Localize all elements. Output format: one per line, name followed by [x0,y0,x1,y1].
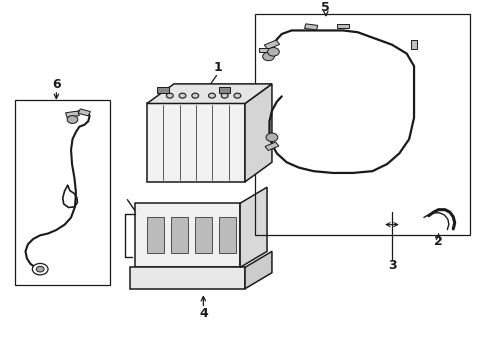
Polygon shape [147,84,272,103]
Polygon shape [195,217,212,253]
Polygon shape [66,111,79,117]
Circle shape [268,48,279,56]
Bar [255,14,470,235]
Polygon shape [265,142,279,150]
Circle shape [36,266,44,272]
Polygon shape [337,23,349,28]
Bar [15,100,110,285]
Text: 4: 4 [199,307,208,320]
Polygon shape [264,40,280,49]
Circle shape [192,93,199,98]
Polygon shape [240,187,267,267]
Polygon shape [411,40,417,49]
Circle shape [221,93,228,98]
Polygon shape [147,103,245,182]
Text: 5: 5 [321,1,330,14]
Text: 6: 6 [52,78,61,91]
Circle shape [32,264,48,275]
Polygon shape [135,203,240,267]
Polygon shape [259,48,270,52]
Polygon shape [219,217,236,253]
Polygon shape [78,109,91,116]
Circle shape [166,93,173,98]
Text: 1: 1 [214,60,222,74]
Text: 2: 2 [434,235,443,248]
Circle shape [208,93,216,98]
Circle shape [67,116,78,123]
Circle shape [179,93,186,98]
Polygon shape [245,251,272,289]
Circle shape [234,93,241,98]
Circle shape [263,52,274,61]
Text: 3: 3 [388,259,396,272]
Polygon shape [245,84,272,182]
Circle shape [266,133,278,141]
Polygon shape [130,267,245,289]
Polygon shape [219,87,230,93]
Polygon shape [157,87,169,93]
Polygon shape [305,24,318,30]
Polygon shape [171,217,188,253]
Polygon shape [147,217,164,253]
